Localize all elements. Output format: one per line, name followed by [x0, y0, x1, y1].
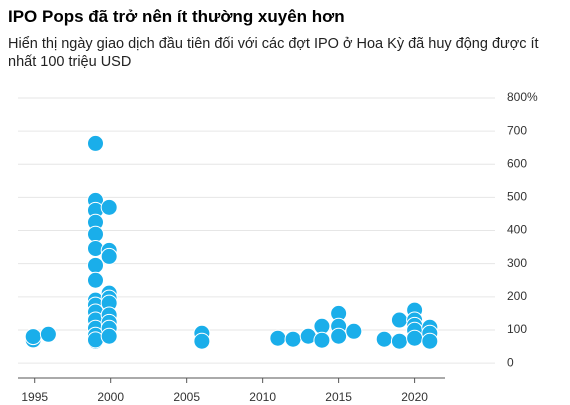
dot	[193, 332, 211, 350]
dot	[345, 322, 363, 340]
dot	[100, 247, 118, 265]
dot	[100, 198, 118, 216]
dot	[313, 331, 331, 349]
dot	[390, 311, 408, 329]
chart-title: IPO Pops đã trở nên ít thường xuyên hơn	[8, 7, 345, 26]
x-tick-label: 2005	[173, 390, 200, 404]
x-tick-label: 2010	[249, 390, 276, 404]
dot	[24, 328, 42, 346]
dot	[330, 327, 348, 345]
dot	[406, 329, 424, 347]
dot	[39, 325, 57, 343]
y-tick-label: 100	[507, 322, 527, 336]
x-tick-label: 2000	[97, 390, 124, 404]
x-tick-label: 2020	[401, 390, 428, 404]
dot	[390, 332, 408, 350]
y-tick-label: 200	[507, 289, 527, 303]
dot	[269, 329, 287, 347]
y-tick-label: 600	[507, 156, 527, 170]
y-tick-label: 400	[507, 223, 527, 237]
dot	[421, 332, 439, 350]
dot	[86, 271, 104, 289]
y-tick-label: 800%	[507, 90, 538, 104]
x-tick-label: 1995	[21, 390, 48, 404]
y-tick-label: 300	[507, 256, 527, 270]
dot	[284, 330, 302, 348]
dot	[86, 256, 104, 274]
y-tick-label: 700	[507, 123, 527, 137]
dot	[86, 225, 104, 243]
y-tick-label: 500	[507, 190, 527, 204]
y-tick-label: 0	[507, 355, 514, 369]
dot	[86, 134, 104, 152]
chart-subtitle: Hiển thị ngày giao dịch đầu tiên đối với…	[8, 36, 539, 70]
dot	[100, 327, 118, 345]
x-tick-label: 2015	[325, 390, 352, 404]
dot	[375, 330, 393, 348]
